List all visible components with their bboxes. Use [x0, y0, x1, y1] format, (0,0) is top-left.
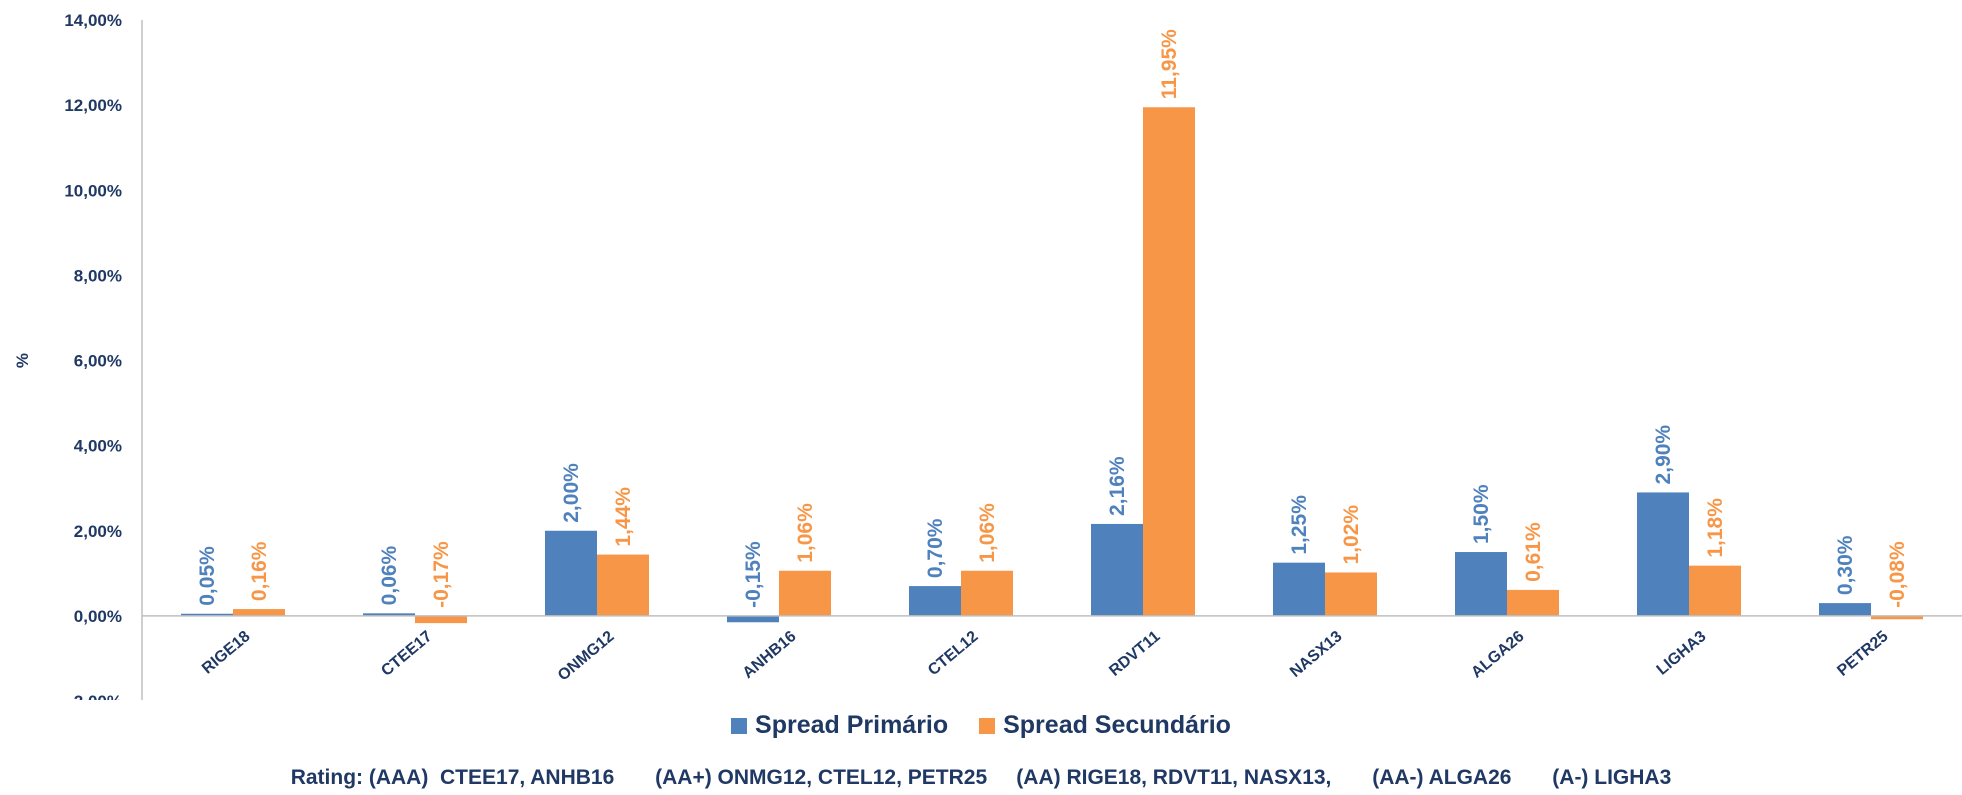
y-tick-label: 4,00% — [74, 437, 122, 456]
data-label-spread-primario-ligha3: 2,90% — [1652, 425, 1675, 485]
bar-spread-primario-ctee17 — [363, 613, 415, 616]
legend-label-spread-primario: Spread Primário — [755, 711, 949, 739]
x-tick-label-anhb16: ANHB16 — [740, 628, 800, 682]
x-tick-label-rdvt11: RDVT11 — [1106, 628, 1163, 680]
bar-spread-primario-rige18 — [181, 613, 233, 616]
bar-spread-secundario-rdvt11 — [1143, 107, 1195, 616]
data-label-spread-primario-anhb16: -0,15% — [742, 541, 765, 608]
data-label-spread-secundario-rdvt11: 11,95% — [1158, 29, 1181, 99]
x-tick-label-alga26: ALGA26 — [1468, 628, 1527, 682]
bar-spread-primario-petr25 — [1819, 603, 1871, 616]
bar-spread-secundario-alga26 — [1507, 589, 1559, 616]
data-label-spread-secundario-nasx13: 1,02% — [1340, 505, 1363, 565]
x-tick-label-ctee17: CTEE17 — [378, 628, 435, 680]
bar-spread-secundario-ctee17 — [415, 615, 467, 624]
data-label-spread-primario-onmg12: 2,00% — [560, 463, 583, 523]
rating-footnote: Rating: (AAA) CTEE17, ANHB16 (AA+) ONMG1… — [290, 766, 1672, 789]
y-axis-label: % — [13, 353, 32, 368]
y-tick-label: 10,00% — [64, 181, 122, 200]
y-tick-label: 2,00% — [74, 522, 122, 541]
data-label-spread-secundario-petr25: -0,08% — [1886, 541, 1909, 608]
data-label-spread-secundario-ligha3: 1,18% — [1704, 498, 1727, 558]
data-label-spread-primario-ctee17: 0,06% — [378, 545, 401, 605]
bar-spread-secundario-ctel12 — [961, 570, 1013, 616]
x-tick-label-ctel12: CTEL12 — [925, 628, 982, 679]
bar-spread-secundario-petr25 — [1871, 615, 1923, 620]
bar-spread-primario-onmg12 — [545, 530, 597, 616]
x-tick-label-nasx13: NASX13 — [1287, 628, 1346, 681]
legend-label-spread-secundario: Spread Secundário — [1003, 711, 1231, 739]
y-tick-label: 8,00% — [74, 266, 122, 285]
data-label-spread-secundario-ctel12: 1,06% — [976, 503, 999, 563]
bar-spread-secundario-rige18 — [233, 609, 285, 616]
x-tick-label-petr25: PETR25 — [1834, 628, 1891, 680]
x-tick-label-ligha3: LIGHA3 — [1654, 628, 1710, 679]
chart-legend: Spread Primário Spread Secundário — [0, 711, 1962, 741]
bar-chart: -2,00% 0,00% 2,00% 4,00% 6,00% 8,00% 10,00% 12,… — [13, 11, 1962, 700]
bar-spread-secundario-anhb16 — [779, 570, 831, 616]
legend-item-spread-primario: Spread Primário — [731, 711, 948, 740]
data-label-spread-secundario-anhb16: 1,06% — [794, 503, 817, 563]
data-label-spread-primario-ctel12: 0,70% — [924, 518, 947, 578]
legend-swatch-spread-secundario — [979, 717, 996, 734]
data-label-spread-primario-petr25: 0,30% — [1834, 535, 1857, 595]
x-tick-label-rige18: RIGE18 — [199, 628, 254, 678]
data-label-spread-primario-alga26: 1,50% — [1470, 484, 1493, 544]
bar-spread-primario-nasx13 — [1273, 562, 1325, 616]
bar-spread-secundario-ligha3 — [1689, 565, 1741, 616]
y-tick-label: 6,00% — [74, 352, 122, 371]
bar-spread-primario-anhb16 — [727, 615, 779, 623]
data-label-spread-primario-nasx13: 1,25% — [1288, 495, 1311, 555]
data-label-spread-secundario-ctee17: -0,17% — [430, 541, 453, 608]
bar-spread-secundario-nasx13 — [1325, 572, 1377, 616]
y-tick-label: 0,00% — [74, 607, 122, 626]
data-label-spread-secundario-onmg12: 1,44% — [612, 487, 635, 547]
data-label-spread-primario-rdvt11: 2,16% — [1106, 456, 1129, 516]
y-tick-label: 14,00% — [64, 11, 122, 30]
y-tick-label: -2,00% — [68, 692, 122, 700]
bar-spread-primario-ligha3 — [1637, 492, 1689, 616]
legend-item-spread-secundario: Spread Secundário — [979, 711, 1231, 740]
data-label-spread-secundario-rige18: 0,16% — [248, 541, 271, 601]
y-tick-label: 12,00% — [64, 96, 122, 115]
legend-swatch-spread-primario — [731, 717, 748, 734]
bar-spread-primario-alga26 — [1455, 552, 1507, 616]
bar-spread-secundario-onmg12 — [597, 554, 649, 616]
x-tick-label-onmg12: ONMG12 — [555, 628, 618, 685]
bar-spread-primario-rdvt11 — [1091, 523, 1143, 616]
bar-spread-primario-ctel12 — [909, 586, 961, 616]
data-label-spread-secundario-alga26: 0,61% — [1522, 522, 1545, 582]
data-label-spread-primario-rige18: 0,05% — [196, 546, 219, 606]
